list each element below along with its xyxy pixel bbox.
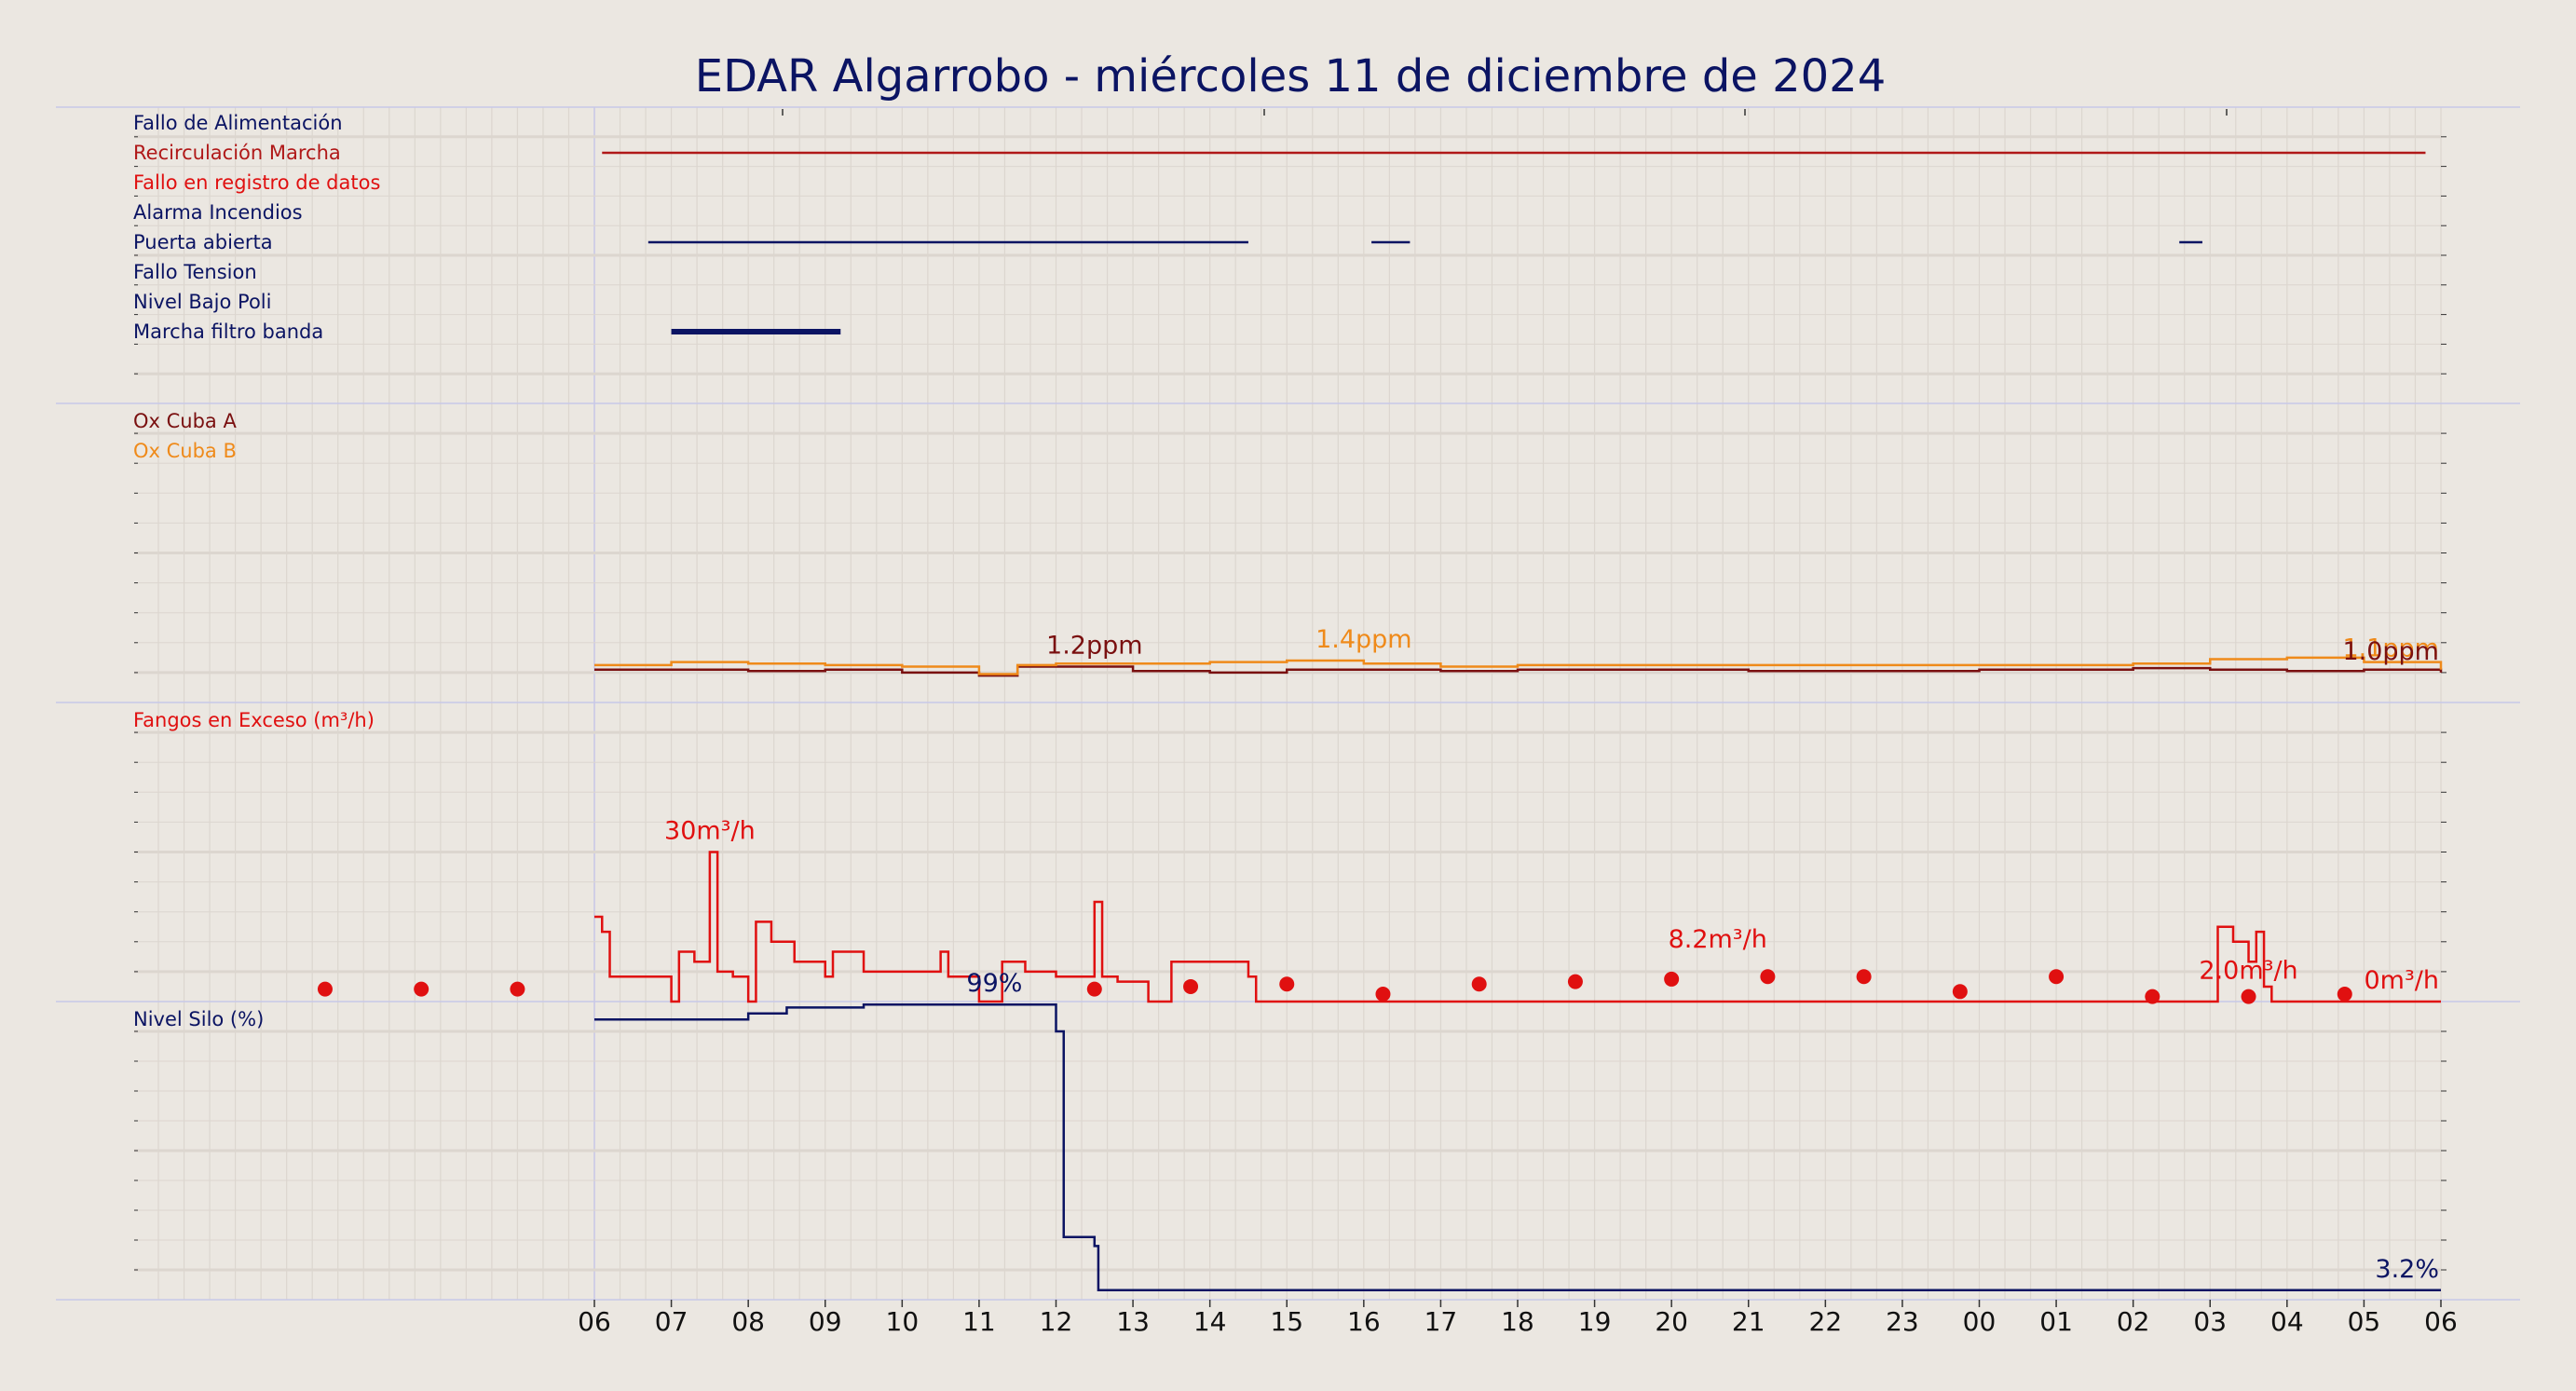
series-label: Nivel Silo (%) [133, 1008, 264, 1030]
value-annotation: 8.2m³/h [1669, 925, 1767, 954]
value-annotation: 3.2% [2375, 1255, 2439, 1284]
data-point [1183, 978, 1199, 994]
series-label: Fangos en Exceso (m³/h) [133, 709, 375, 731]
data-point [414, 981, 429, 997]
data-point [1856, 969, 1872, 985]
x-tick-label: 23 [1886, 1306, 1919, 1337]
event-label: Fallo de Alimentación [133, 112, 343, 134]
x-tick-label: 07 [655, 1306, 688, 1337]
panels: Fallo de Alimentación Recirculación March… [133, 112, 2443, 1292]
x-tick-label: 06 [578, 1306, 611, 1337]
event-label: Puerta abierta [133, 231, 273, 253]
x-tick-label: 06 [2424, 1306, 2458, 1337]
x-tick-label: 00 [1963, 1306, 1997, 1337]
x-tick-label: 19 [1578, 1306, 1612, 1337]
event-label: Alarma Incendios [133, 201, 303, 224]
x-tick-label: 17 [1424, 1306, 1458, 1337]
value-annotation: 1.0ppm [2342, 637, 2439, 666]
event-label: Fallo en registro de datos [133, 171, 380, 194]
x-tick-label: 20 [1655, 1306, 1688, 1337]
x-tick-label: 18 [1501, 1306, 1534, 1337]
data-point [1471, 976, 1487, 992]
chart-title: EDAR Algarrobo - miércoles 11 de diciemb… [695, 50, 1887, 102]
data-point [317, 981, 333, 997]
x-tick-label: 22 [1809, 1306, 1843, 1337]
series-line [594, 656, 2443, 675]
x-tick-label: 16 [1347, 1306, 1381, 1337]
x-tick-label: 13 [1116, 1306, 1150, 1337]
x-tick-label: 14 [1193, 1306, 1227, 1337]
x-axis-ticks: 06 07 08 09 10 11 12 13 14 15 16 17 18 19 20 21 22 23 00 01… [578, 1300, 2458, 1337]
value-annotation: 1.4ppm [1315, 625, 1412, 654]
series-line [594, 665, 2443, 677]
grid [56, 106, 2520, 1301]
x-tick-label: 02 [2117, 1306, 2150, 1337]
x-tick-label: 01 [2039, 1306, 2073, 1337]
events-panel: Fallo de Alimentación Recirculación March… [133, 112, 2426, 343]
data-point [2049, 969, 2065, 985]
x-tick-label: 11 [962, 1306, 996, 1337]
oxygen-panel: Ox Cuba A Ox Cuba B 1.2ppm 1.4ppm 1.1ppm1.0p… [133, 410, 2443, 677]
data-point [1760, 969, 1776, 985]
x-tick-label: 09 [809, 1306, 842, 1337]
x-tick-label: 08 [731, 1306, 765, 1337]
event-label: Recirculación Marcha [133, 142, 341, 164]
event-label: Marcha filtro banda [133, 320, 323, 343]
fangos-panel: Fangos en Exceso (m³/h) 30m³/h 8.2m³/h 2.0m… [133, 709, 2441, 1004]
event-label: Fallo Tension [133, 261, 257, 283]
data-point [1567, 974, 1583, 989]
x-tick-label: 03 [2193, 1306, 2227, 1337]
series-label: Ox Cuba A [133, 410, 237, 432]
x-tick-label: 10 [886, 1306, 920, 1337]
x-tick-label: 05 [2348, 1306, 2381, 1337]
silo-panel: Nivel Silo (%) 99% 3.2% [133, 969, 2441, 1292]
data-point [1279, 976, 1295, 992]
x-tick-label: 21 [1732, 1306, 1765, 1337]
value-annotation: 1.1ppm [2342, 634, 2439, 663]
x-tick-label: 12 [1040, 1306, 1073, 1337]
x-tick-label: 15 [1270, 1306, 1303, 1337]
x-tick-label: 04 [2270, 1306, 2304, 1337]
value-annotation: 2.0m³/h [2199, 956, 2297, 985]
data-point [2145, 989, 2160, 1004]
series-label: Ox Cuba B [133, 440, 237, 462]
value-annotation: 99% [966, 969, 1022, 998]
data-point [2241, 989, 2256, 1004]
data-point [2337, 986, 2352, 1002]
data-point [1086, 981, 1102, 997]
value-annotation: 0m³/h [2364, 966, 2439, 995]
data-point [1664, 971, 1680, 987]
series-line [594, 1002, 2441, 1292]
data-point [1952, 984, 1968, 1000]
value-annotation: 30m³/h [664, 817, 756, 846]
event-label: Nivel Bajo Poli [133, 291, 271, 313]
series-line [594, 851, 2441, 1003]
data-point [510, 981, 525, 997]
data-point [1375, 986, 1391, 1002]
value-annotation: 1.2ppm [1046, 631, 1143, 660]
